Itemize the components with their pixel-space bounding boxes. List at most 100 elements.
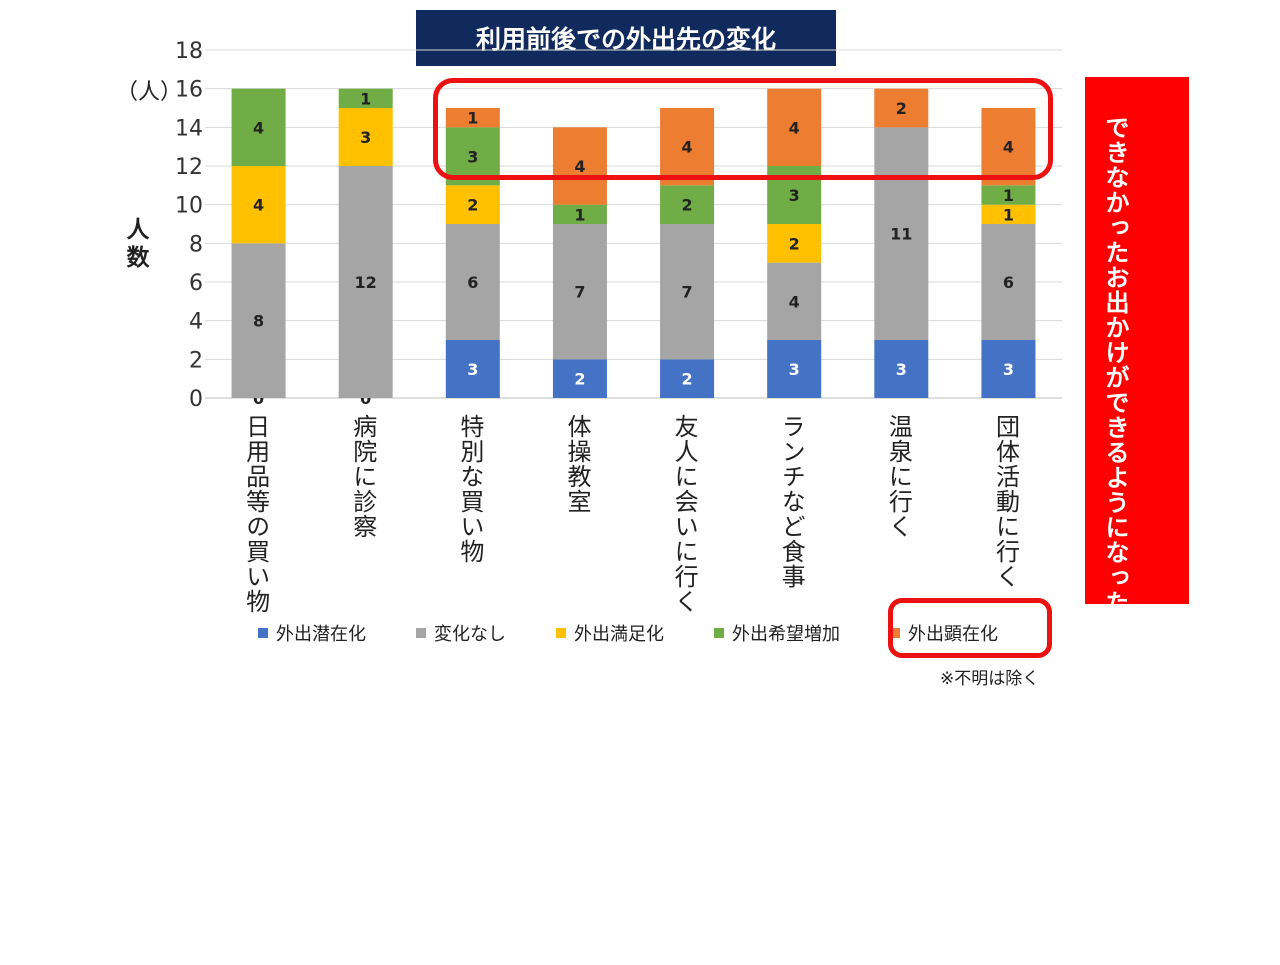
category-label: 友人に会いに行く <box>670 414 699 614</box>
legend-highlight-frame <box>888 598 1052 658</box>
data-label: 2 <box>896 99 907 118</box>
bar-segment <box>552 224 607 360</box>
data-label: 4 <box>789 292 800 311</box>
bar-segment <box>552 359 607 398</box>
data-label: 2 <box>681 196 692 215</box>
category-label: 病院に診察 <box>348 414 377 539</box>
y-axis-label: 人数 <box>126 217 150 271</box>
category-label: 温泉に行く <box>884 414 913 539</box>
bar-segment <box>231 166 286 244</box>
y-tick-label: 8 <box>189 232 203 257</box>
bar-segment <box>767 340 822 398</box>
legend-swatch <box>416 628 426 638</box>
bar-segment <box>338 88 393 108</box>
data-label: 2 <box>789 234 800 253</box>
bar-segment <box>445 340 500 398</box>
legend-label: 外出希望増加 <box>732 624 840 645</box>
legend-swatch <box>556 628 566 638</box>
bar-segment <box>767 88 822 166</box>
legend-item-manifest: 外出顕在化 <box>890 620 998 646</box>
legend-label: 変化なし <box>434 624 506 645</box>
data-label: 6 <box>1003 273 1014 292</box>
y-tick-label: 2 <box>189 348 203 373</box>
data-label: 4 <box>681 138 692 157</box>
data-label: 1 <box>467 109 478 128</box>
bar-segment <box>231 243 286 398</box>
legend-swatch <box>890 628 900 638</box>
data-label: 12 <box>355 273 377 292</box>
bar-segment <box>874 340 929 398</box>
y-tick-label: 12 <box>175 155 203 180</box>
bar-segment <box>767 224 822 263</box>
bar-segment <box>660 185 715 224</box>
category-label: 団体活動に行く <box>991 414 1020 589</box>
data-label: 1 <box>360 89 371 108</box>
data-label: 3 <box>467 147 478 166</box>
legend-label: 外出潜在化 <box>276 624 366 645</box>
y-tick-label: 14 <box>175 116 203 141</box>
data-label: 4 <box>789 118 800 137</box>
legend-item-wish-increase: 外出希望増加 <box>714 620 840 646</box>
bar-segment <box>660 224 715 360</box>
data-label: 1 <box>574 205 585 224</box>
data-label: 6 <box>467 273 478 292</box>
data-label: 2 <box>467 196 478 215</box>
bar-segment <box>231 88 286 166</box>
bar-segment <box>660 359 715 398</box>
legend-item-latent: 外出潜在化 <box>258 620 366 646</box>
bar-segment <box>767 262 822 340</box>
legend-label: 外出満足化 <box>574 624 664 645</box>
legend-label: 外出顕在化 <box>908 624 998 645</box>
legend-swatch <box>258 628 268 638</box>
bar-segment <box>981 224 1036 340</box>
legend-swatch <box>714 628 724 638</box>
bar-segment <box>445 185 500 224</box>
data-label: 2 <box>681 370 692 389</box>
data-label: 4 <box>253 118 264 137</box>
category-label: 日用品等の買い物 <box>241 414 270 614</box>
highlight-frame <box>433 78 1053 180</box>
bar-segment <box>981 108 1036 186</box>
category-label: ランチなど食事 <box>777 414 806 589</box>
data-label: 3 <box>896 360 907 379</box>
data-label: 8 <box>253 312 264 331</box>
category-label: 特別な買い物 <box>455 414 484 564</box>
bar-segment <box>981 204 1036 224</box>
y-tick-label: 10 <box>175 194 203 219</box>
data-label: 0 <box>360 389 371 408</box>
data-label: 0 <box>253 389 264 408</box>
data-label: 3 <box>467 360 478 379</box>
data-label: 1 <box>1003 186 1014 205</box>
data-label: 2 <box>574 370 585 389</box>
bar-segment <box>660 108 715 186</box>
data-label: 4 <box>574 157 585 176</box>
bar-segment <box>445 108 500 128</box>
y-tick-label: 0 <box>189 387 203 412</box>
footnote: ※不明は除く <box>940 669 1040 689</box>
bar-segment <box>874 127 929 340</box>
data-label: 11 <box>890 225 912 244</box>
data-label: 4 <box>253 196 264 215</box>
bar-segment <box>338 108 393 166</box>
data-label: 3 <box>789 360 800 379</box>
bar-segment <box>552 127 607 205</box>
bar-segment <box>338 166 393 398</box>
data-label: 3 <box>789 186 800 205</box>
bar-segment <box>981 340 1036 398</box>
y-tick-label: 18 <box>175 39 203 64</box>
data-label: 4 <box>1003 138 1014 157</box>
data-label: 7 <box>681 283 692 302</box>
y-tick-label: 6 <box>189 271 203 296</box>
data-label: 3 <box>360 128 371 147</box>
bar-segment <box>874 88 929 128</box>
category-label: 体操教室 <box>562 414 591 514</box>
bar-segment <box>445 224 500 340</box>
legend-item-no-change: 変化なし <box>416 620 506 646</box>
callout-text: できなかったお出かけができるようになった、お出かけの喜びを思い出した <box>1101 115 1129 965</box>
data-label: 1 <box>1003 205 1014 224</box>
bar-segment <box>552 204 607 224</box>
unit-label: （人） <box>116 80 183 105</box>
legend: 外出潜在化 変化なし 外出満足化 外出希望増加 外出顕在化 <box>258 620 1048 646</box>
callout-box: できなかったお出かけができるようになった、お出かけの喜びを思い出した <box>1085 77 1189 965</box>
data-label: 3 <box>1003 360 1014 379</box>
